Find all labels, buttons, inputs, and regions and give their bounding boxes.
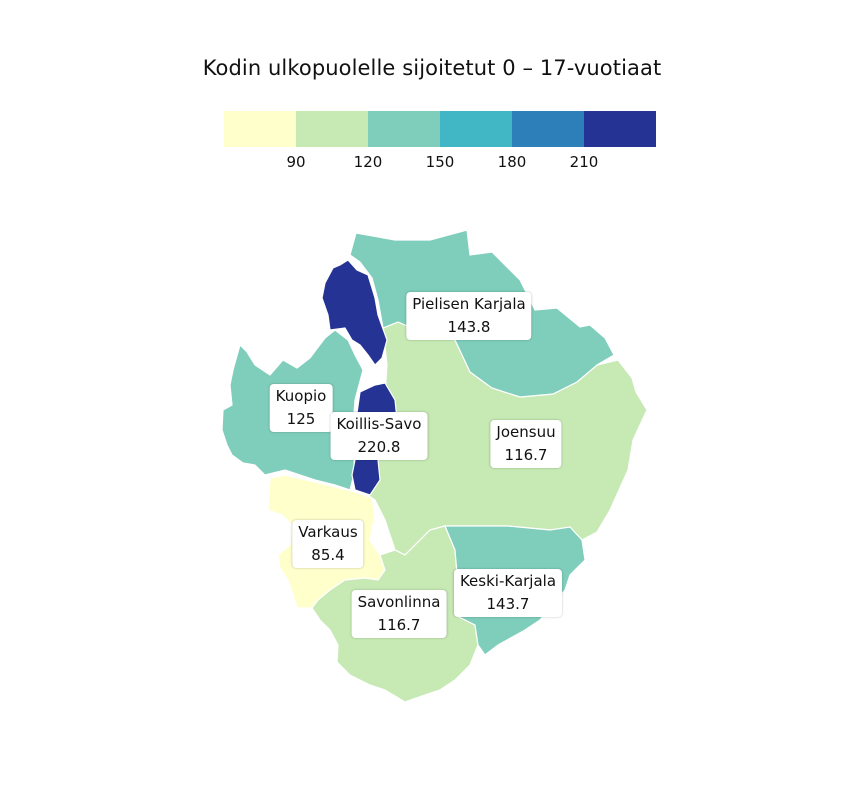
label-koillis-savo: Koillis-Savo 220.8 bbox=[330, 412, 428, 460]
legend-tick: 150 bbox=[425, 153, 455, 171]
legend-ticks: 90 120 150 180 210 bbox=[224, 153, 656, 175]
label-pielisen-karjala: Pielisen Karjala 143.8 bbox=[406, 292, 532, 340]
region-name: Koillis-Savo bbox=[336, 415, 422, 433]
region-name: Keski-Karjala bbox=[459, 572, 557, 590]
legend-tick: 120 bbox=[353, 153, 383, 171]
label-savonlinna: Savonlinna 116.7 bbox=[351, 590, 447, 638]
label-keski-karjala: Keski-Karjala 143.7 bbox=[453, 569, 563, 617]
label-joensuu: Joensuu 116.7 bbox=[490, 420, 562, 468]
region-value: 125 bbox=[286, 410, 316, 428]
label-kuopio: Kuopio 125 bbox=[269, 384, 333, 432]
region-value: 85.4 bbox=[311, 546, 345, 564]
region-value: 220.8 bbox=[357, 438, 401, 456]
legend-swatch bbox=[512, 111, 584, 147]
legend-tick: 90 bbox=[286, 153, 306, 171]
region-name: Savonlinna bbox=[357, 593, 441, 611]
region-value: 143.7 bbox=[486, 595, 530, 613]
region-value: 116.7 bbox=[377, 616, 421, 634]
legend-swatch bbox=[584, 111, 656, 147]
legend-swatch bbox=[296, 111, 368, 147]
legend-swatch bbox=[440, 111, 512, 147]
region-name: Varkaus bbox=[298, 523, 358, 541]
region-name: Kuopio bbox=[275, 387, 327, 405]
region-value: 116.7 bbox=[504, 446, 548, 464]
legend-tick: 210 bbox=[569, 153, 599, 171]
color-legend bbox=[224, 111, 656, 147]
legend-swatch bbox=[224, 111, 296, 147]
label-varkaus: Varkaus 85.4 bbox=[292, 520, 364, 568]
region-name: Joensuu bbox=[496, 423, 556, 441]
region-name: Pielisen Karjala bbox=[412, 295, 526, 313]
region-value: 143.8 bbox=[447, 318, 491, 336]
legend-tick: 180 bbox=[497, 153, 527, 171]
map-title: Kodin ulkopuolelle sijoitetut 0 – 17-vuo… bbox=[202, 56, 662, 80]
legend-swatch bbox=[368, 111, 440, 147]
